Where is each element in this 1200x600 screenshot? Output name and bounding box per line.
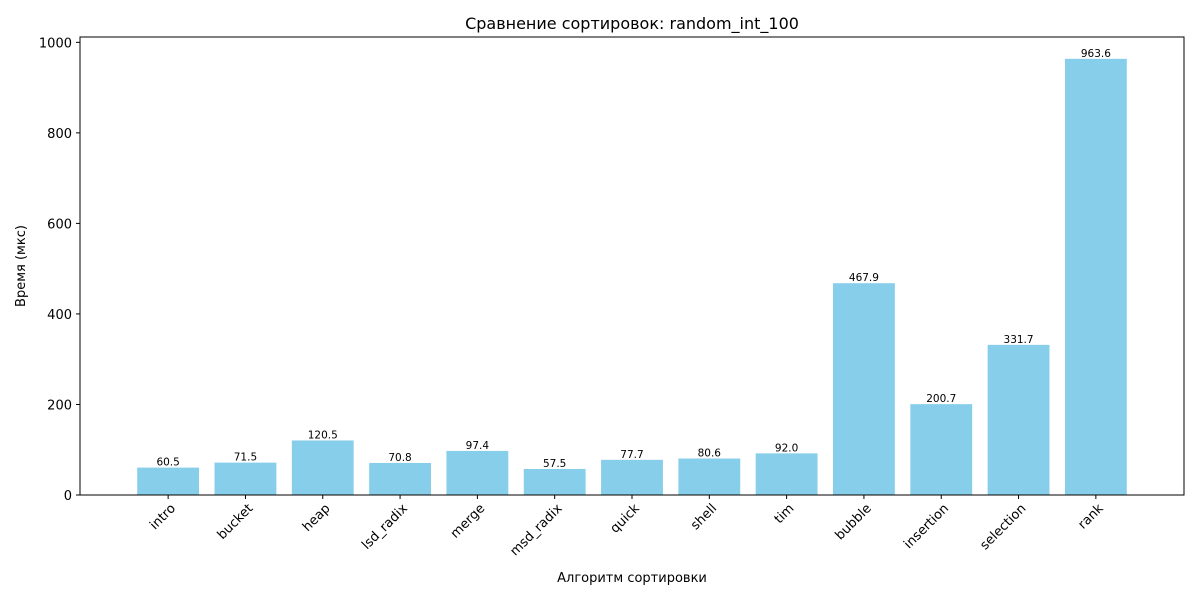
bar-quick [601,459,663,495]
x-tick-label-shell: shell [688,501,720,533]
x-tick-label-bucket: bucket [215,501,257,543]
value-labels-group: 60.5 71.5 120.5 70.8 97.4 57.5 77.7 80.6 92.0 467… [156,48,1111,470]
y-tick-label: 600 [47,217,72,232]
bar-shell [678,458,741,495]
value-label-bucket: 71.5 [234,452,257,464]
value-label-quick: 77.7 [620,449,643,461]
x-tick-label-quick: quick [608,501,644,537]
bar-lsd_radix [369,462,431,495]
bar-tim [755,453,818,495]
x-tick-label-intro: intro [147,501,179,533]
bar-intro [137,467,200,495]
x-tick-label-rank: rank [1076,501,1108,533]
bar-insertion [910,404,973,495]
value-label-shell: 80.6 [698,448,722,460]
x-tick-label-msd_radix: msd_radix [507,501,565,559]
bar-msd_radix [523,468,586,495]
bar-bubble [833,283,895,495]
x-tick-label-tim: tim [772,501,798,527]
x-axis-label: Алгоритм сортировки [557,571,707,586]
x-axis: intro bucket heap lsd_radix merge msd_radix qu… [147,495,1107,559]
value-label-selection: 331.7 [1004,334,1034,346]
value-label-lsd_radix: 70.8 [388,452,411,464]
y-tick-label: 200 [47,398,72,413]
bar-heap [291,440,354,495]
x-tick-label-lsd_radix: lsd_radix [359,501,411,553]
value-label-bubble: 467.9 [849,272,879,284]
bar-rank [1064,58,1127,495]
chart-title: Сравнение сортировок: random_int_100 [465,14,799,34]
value-label-intro: 60.5 [156,457,179,469]
x-tick-label-merge: merge [448,501,488,541]
y-axis: 0 200 400 600 800 1000 [39,36,80,504]
value-label-tim: 92.0 [775,442,798,454]
y-tick-label: 1000 [39,36,72,51]
bar-bucket [214,462,277,495]
y-axis-label: Время (мкс) [14,225,29,307]
x-tick-label-bubble: bubble [833,501,875,543]
value-label-msd_radix: 57.5 [543,458,566,470]
value-label-merge: 97.4 [466,440,490,452]
bar-merge [446,450,509,495]
bars-group [137,58,1127,495]
x-tick-label-heap: heap [300,501,334,535]
x-tick-label-insertion: insertion [901,501,952,552]
value-label-rank: 963.6 [1081,48,1111,60]
y-tick-label: 0 [64,489,72,504]
value-label-heap: 120.5 [308,429,338,441]
x-tick-label-selection: selection [977,501,1029,553]
y-tick-label: 400 [47,308,72,323]
y-tick-label: 800 [47,127,72,142]
value-label-insertion: 200.7 [926,393,956,405]
bar-selection [987,344,1050,495]
